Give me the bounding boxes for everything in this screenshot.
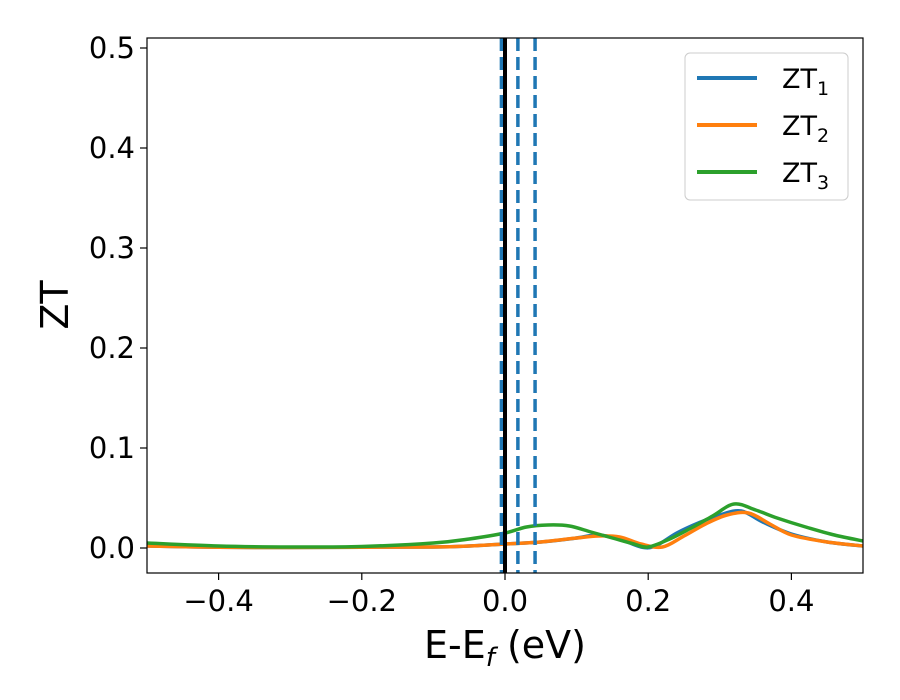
x-tick-label: −0.4 [183, 584, 253, 618]
x-axis-title-main: E-E [424, 623, 486, 667]
x-tick-label: 0.0 [482, 584, 528, 618]
x-axis-title: E-Ef (eV) [424, 623, 586, 673]
y-tick-label: 0.1 [89, 431, 135, 465]
y-axis-title: ZT [33, 280, 77, 330]
legend: ZT1 ZT2 ZT3 [684, 52, 849, 201]
series-line-zt3 [147, 502, 863, 549]
x-tick-label: 0.2 [625, 584, 671, 618]
axes: −0.4 −0.2 0.0 0.2 0.4 0.0 0.1 0.2 0.3 0.4 0.5 [89, 31, 864, 618]
y-tick-label: 0.4 [89, 131, 135, 165]
y-tick-label: 0.3 [89, 231, 135, 265]
legend-label-zt1: ZT1 [782, 64, 829, 100]
legend-box [684, 52, 849, 201]
y-tick-label: 0.0 [89, 531, 135, 565]
x-axis-title-units: (eV) [495, 623, 586, 667]
legend-label-zt2: ZT2 [782, 111, 829, 147]
legend-label-zt3: ZT3 [782, 158, 829, 194]
plot-area [147, 38, 863, 573]
y-tick-label: 0.5 [89, 31, 135, 65]
x-tick-label: −0.2 [327, 584, 397, 618]
y-tick-label: 0.2 [89, 331, 135, 365]
x-tick-label: 0.4 [768, 584, 814, 618]
